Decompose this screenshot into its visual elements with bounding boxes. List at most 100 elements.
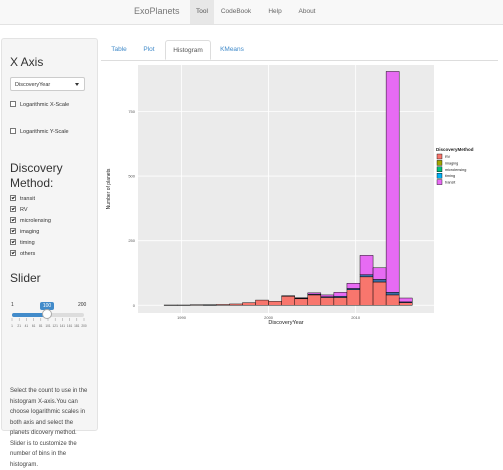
nav-item-about[interactable]: About: [293, 0, 321, 24]
bar-segment-transit: [334, 292, 347, 296]
slider-tick-label: 161: [67, 324, 73, 328]
slider-heading: Slider: [10, 271, 41, 285]
legend-swatch: [437, 180, 442, 185]
checkbox-box[interactable]: [10, 228, 16, 234]
y-tick-label: 750: [128, 109, 135, 114]
method-checkbox-timing[interactable]: timing: [10, 239, 35, 247]
navbar-brand[interactable]: ExoPlanets: [134, 6, 180, 16]
y-axis-title: Number of planets: [106, 168, 112, 209]
bar-segment-rv: [360, 277, 373, 305]
legend-label: timing: [445, 174, 455, 178]
tab-label: Plot: [143, 46, 154, 53]
bar-segment-transit: [321, 295, 334, 297]
nav-item-codebook[interactable]: CodeBook: [218, 0, 254, 24]
bar-segment-rv: [295, 299, 308, 305]
sidebar-panel: X Axis DiscoveryYear Logarithmic X-Scale…: [1, 38, 98, 431]
bar-segment-other: [373, 279, 386, 282]
method-checkbox-transit[interactable]: transit: [10, 195, 35, 203]
bar-segment-rv: [321, 298, 334, 306]
slider-tick-label: 121: [53, 324, 59, 328]
tab-label: Histogram: [173, 47, 203, 54]
bar-segment-other: [360, 275, 373, 277]
checkbox-box[interactable]: [10, 206, 16, 212]
method-label: imaging: [20, 229, 39, 235]
bar-segment-transit: [386, 71, 399, 292]
slider-tick-label: 141: [60, 324, 66, 328]
x-tick-label: 1990: [177, 315, 187, 320]
tab-kmeans[interactable]: KMeans: [214, 40, 250, 59]
bar-segment-rv: [347, 290, 360, 306]
slider-tick-label: 21: [17, 324, 21, 328]
slider-tick-label: 41: [25, 324, 29, 328]
navbar: ExoPlanets Tool CodeBook Help About: [0, 0, 503, 25]
slider-max-label: 200: [78, 302, 86, 308]
bar-segment-transit: [295, 298, 308, 299]
caret-down-icon: [75, 83, 79, 86]
method-checkbox-others[interactable]: others: [10, 250, 35, 258]
legend-title: DiscoveryMethod: [436, 147, 474, 152]
slider-tick-label: 101: [45, 324, 51, 328]
method-checkbox-imaging[interactable]: imaging: [10, 228, 39, 236]
nav-item-tool[interactable]: Tool: [190, 0, 214, 24]
bar-segment-transit: [360, 255, 373, 274]
nav-item-label: Help: [268, 8, 281, 15]
slider-tick-label: 1: [11, 324, 13, 328]
log-y-label: Logarithmic Y-Scale: [20, 129, 69, 135]
bar-segment-rv: [190, 305, 203, 306]
nav-item-label: CodeBook: [221, 8, 251, 15]
checkbox-box[interactable]: [10, 195, 16, 201]
bar-segment-rv: [373, 282, 386, 305]
bar-segment-rv: [269, 301, 282, 305]
y-tick-label: 500: [128, 174, 135, 179]
nav-item-label: About: [299, 8, 316, 15]
legend-label: transit: [445, 181, 456, 185]
legend: DiscoveryMethod RVimagingmicrolensingtim…: [436, 147, 474, 185]
x-axis-heading: X Axis: [10, 55, 43, 69]
bar-segment-rv: [334, 298, 347, 306]
bar-segment-transit: [308, 293, 321, 294]
method-checkbox-microlensing[interactable]: microlensing: [10, 217, 51, 225]
log-y-checkbox[interactable]: Logarithmic Y-Scale: [10, 128, 69, 136]
bar-segment-rv: [399, 303, 412, 306]
method-heading-line1: Discovery: [10, 161, 63, 175]
tab-bar: Table Plot Histogram KMeans: [101, 40, 498, 61]
checkbox-box[interactable]: [10, 128, 16, 134]
slider-min-label: 1: [11, 302, 14, 308]
bar-segment-rv: [282, 296, 295, 305]
bar-segment-rv: [308, 295, 321, 305]
bar-segment-rv: [242, 303, 255, 306]
legend-swatch: [437, 173, 442, 178]
bar-segment-other: [386, 292, 399, 295]
nav-item-label: Tool: [196, 8, 208, 15]
slider-tick-label: 181: [74, 324, 80, 328]
nav-item-help[interactable]: Help: [264, 0, 286, 24]
checkbox-box[interactable]: [10, 217, 16, 223]
tab-histogram[interactable]: Histogram: [165, 40, 211, 60]
method-label: timing: [20, 240, 35, 246]
bar-segment-transit: [373, 268, 386, 280]
legend-label: microlensing: [445, 168, 466, 172]
log-x-label: Logarithmic X-Scale: [20, 102, 69, 108]
method-label: transit: [20, 196, 35, 202]
bar-segment-transit: [399, 298, 412, 302]
method-label: others: [20, 251, 35, 257]
checkbox-box[interactable]: [10, 239, 16, 245]
slider-tick-label: 81: [39, 324, 43, 328]
slider-tick-label: 200: [81, 324, 87, 328]
tab-label: Table: [111, 46, 127, 53]
legend-swatch: [437, 167, 442, 172]
checkbox-box[interactable]: [10, 250, 16, 256]
legend-label: RV: [445, 155, 451, 159]
tab-table[interactable]: Table: [105, 40, 133, 59]
checkbox-box[interactable]: [10, 101, 16, 107]
method-checkbox-rv[interactable]: RV: [10, 206, 28, 214]
bar-segment-rv: [256, 300, 269, 305]
tab-plot[interactable]: Plot: [137, 40, 161, 59]
x-axis-select[interactable]: DiscoveryYear: [10, 77, 85, 91]
x-axis-select-value: DiscoveryYear: [15, 82, 50, 88]
log-x-checkbox[interactable]: Logarithmic X-Scale: [10, 101, 69, 109]
bar-segment-transit: [347, 283, 360, 288]
bar-segment-rv: [216, 304, 229, 305]
